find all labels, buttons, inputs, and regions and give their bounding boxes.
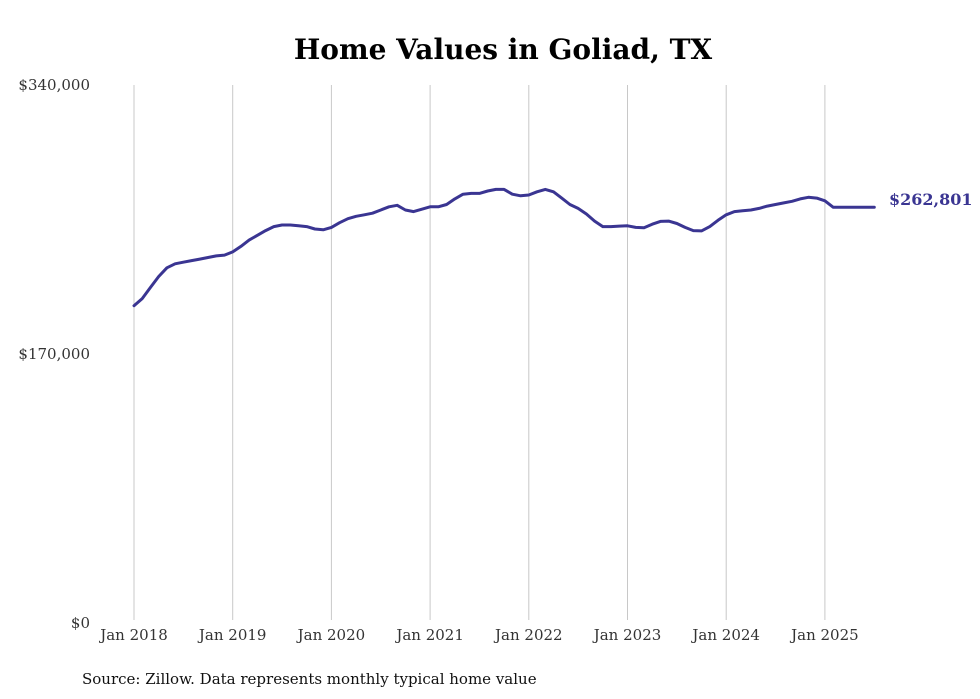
y-tick-label: $340,000 <box>18 76 90 94</box>
series-line <box>132 187 876 308</box>
source-note: Source: Zillow. Data represents monthly … <box>82 670 537 688</box>
x-axis: Jan 2018 Jan 2019 Jan 2020 Jan 2021 Jan 2022… <box>98 626 858 644</box>
x-tick-label: Jan 2023 <box>592 626 662 644</box>
x-tick-label: Jan 2019 <box>197 626 267 644</box>
x-tick-label: Jan 2018 <box>98 626 168 644</box>
x-tick-label: Jan 2021 <box>394 626 464 644</box>
x-tick-label: Jan 2024 <box>690 626 760 644</box>
chart-title: Home Values in Goliad, TX <box>294 33 713 66</box>
grid <box>133 85 826 620</box>
y-tick-label: $170,000 <box>18 345 90 363</box>
x-tick-label: Jan 2025 <box>789 626 859 644</box>
y-tick-label: $0 <box>71 614 90 632</box>
x-tick-label: Jan 2022 <box>493 626 563 644</box>
series-layer <box>132 187 876 308</box>
y-axis: $0 $170,000 $340,000 <box>18 76 90 632</box>
end-value-label: $262,801 <box>889 190 973 209</box>
x-tick-label: Jan 2020 <box>296 626 366 644</box>
